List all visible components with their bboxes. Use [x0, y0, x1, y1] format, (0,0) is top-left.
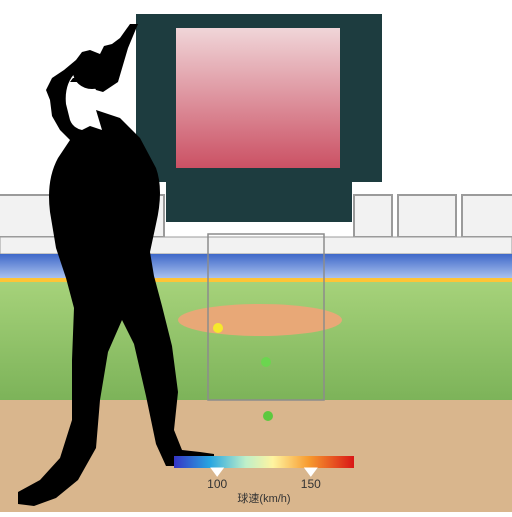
legend-tick-label: 100	[207, 477, 227, 491]
scoreboard-base	[166, 182, 352, 222]
pitch-marker	[263, 411, 273, 421]
pitch-marker	[213, 323, 223, 333]
stands-segment	[0, 195, 56, 237]
stands-segment	[462, 195, 512, 237]
scoreboard-screen	[176, 28, 340, 168]
pitch-marker	[261, 357, 271, 367]
stands-segment	[354, 195, 392, 237]
speed-legend-bar	[174, 456, 354, 468]
stands-segment	[398, 195, 456, 237]
pitchers-mound	[178, 304, 342, 336]
helmet-brim	[70, 78, 116, 82]
pitch-zone-diagram: 100 150 球速(km/h)	[0, 0, 512, 512]
legend-tick-label: 150	[301, 477, 321, 491]
legend-axis-label: 球速(km/h)	[237, 491, 290, 505]
batter-helmet	[73, 55, 111, 89]
